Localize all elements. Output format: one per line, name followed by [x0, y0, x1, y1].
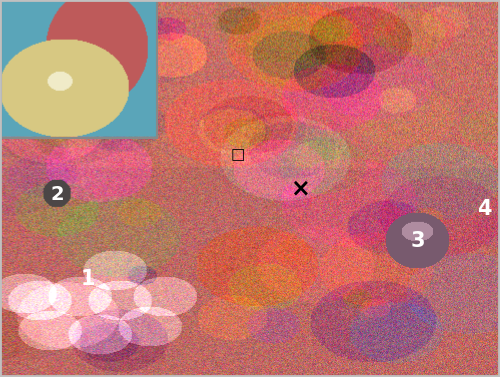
- Text: 2: 2: [50, 185, 64, 204]
- Text: 3: 3: [410, 231, 425, 251]
- Text: 1: 1: [80, 269, 95, 289]
- Text: ×: ×: [290, 176, 310, 201]
- Bar: [1, 0, 157, 138]
- Text: □: □: [230, 147, 244, 162]
- Text: 4: 4: [477, 199, 491, 219]
